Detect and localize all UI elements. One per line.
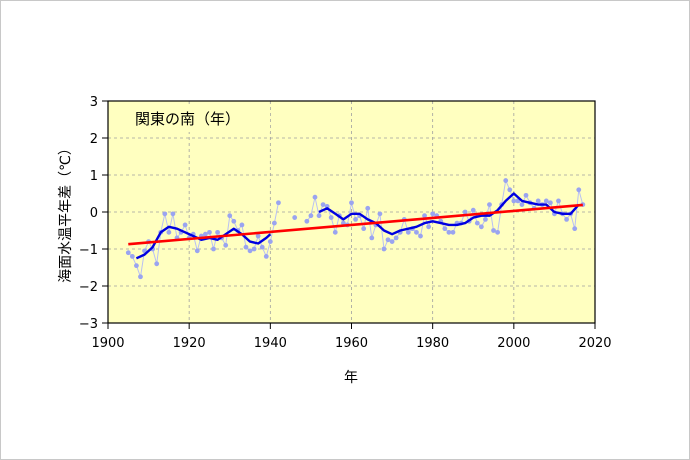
annual-point [215,229,220,235]
annual-point [369,235,375,241]
annual-point [519,202,525,208]
annual-point [263,254,269,259]
annual-point [430,211,436,217]
annual-point [203,231,208,237]
annual-point [166,229,172,235]
x-tick-label: 1900 [91,336,124,351]
annual-point [223,242,229,248]
annual-point [572,226,578,232]
chart-title: 関東の南（年） [135,110,240,128]
annual-point [365,205,371,211]
annual-point [125,250,131,256]
annual-point [405,229,411,235]
annual-point [276,200,281,206]
x-tick-label: 1980 [416,336,449,351]
annual-point [247,248,253,254]
annual-point [207,229,212,235]
annual-point [556,198,561,204]
annual-point [385,237,391,243]
annual-point [503,178,509,183]
running-mean-line [135,192,580,260]
annual-point [543,198,549,204]
annual-point [462,209,468,215]
annual-point [332,229,338,235]
annual-point [292,215,298,220]
x-tick-label: 1920 [173,336,206,351]
annual-point [450,229,456,235]
axis-ticks: 1900 1920 1940 1960 1980 2000 2020 3 2 1 0 −1 −2 −3 [79,95,612,351]
annual-point [418,233,423,239]
annual-point [414,229,419,235]
y-tick-label: 0 [90,206,98,221]
annual-point [255,233,261,239]
series-layer [125,178,586,280]
annual-point [422,213,427,219]
trend-line [128,203,583,246]
annual-point [138,274,143,280]
annual-point [227,213,233,219]
annual-point [511,198,517,204]
x-axis-title: 年 [344,370,358,386]
annual-point [393,235,399,241]
y-tick-label: −3 [79,317,98,332]
annual-point [320,202,326,208]
annual-point [243,244,249,250]
annual-point [134,263,139,269]
annual-point [129,254,135,259]
annual-point [426,224,432,230]
y-axis-title: 海面水温平年差（℃） [58,141,74,283]
annual-point [154,261,160,267]
annual-point [495,229,500,235]
annual-point [381,246,387,252]
annual-point [162,211,168,217]
annual-point [361,226,367,232]
annual-point [304,218,310,224]
annual-point [446,229,452,235]
annual-point [483,217,488,222]
y-tick-label: −2 [79,280,98,295]
annual-point [194,248,200,254]
annual-point [308,213,314,219]
annual-point [170,211,176,217]
annual-point [535,198,541,204]
annual-point [251,246,257,252]
annual-point [182,222,188,228]
annual-point [267,239,273,245]
annual-point [377,211,383,217]
annual-point [353,217,358,222]
x-tick-label: 2020 [578,336,611,351]
annual-point [316,213,322,219]
y-tick-label: −1 [79,243,98,258]
annual-point [259,244,265,250]
annual-point [523,192,529,198]
annual-point [470,207,476,213]
annual-point [478,224,484,230]
y-tick-label: 2 [90,132,98,147]
annual-point [507,187,513,193]
annual-point [231,218,237,224]
annual-point [547,200,553,206]
annual-point [211,246,216,252]
x-tick-label: 1960 [335,336,368,351]
x-tick-label: 2000 [497,336,530,351]
y-tick-label: 3 [90,95,98,110]
annual-point [389,239,395,245]
y-tick-label: 1 [90,169,98,184]
annual-point [564,217,569,222]
annual-point [487,202,492,208]
annual-point [271,220,277,226]
annual-point [312,194,318,200]
annual-point [442,226,448,232]
annual-point [491,228,496,233]
annual-point [328,215,334,220]
annual-point [474,220,480,226]
x-tick-label: 1940 [254,336,287,351]
annual-point [349,200,354,206]
title-box [130,106,270,132]
annual-point [576,187,582,193]
annual-point [239,222,245,228]
